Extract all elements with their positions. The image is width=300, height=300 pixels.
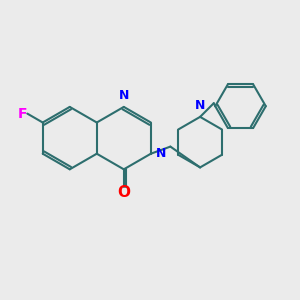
Text: N: N — [156, 147, 167, 160]
Text: N: N — [118, 88, 129, 102]
Text: N: N — [195, 98, 205, 112]
Text: O: O — [117, 185, 130, 200]
Text: F: F — [18, 106, 28, 121]
